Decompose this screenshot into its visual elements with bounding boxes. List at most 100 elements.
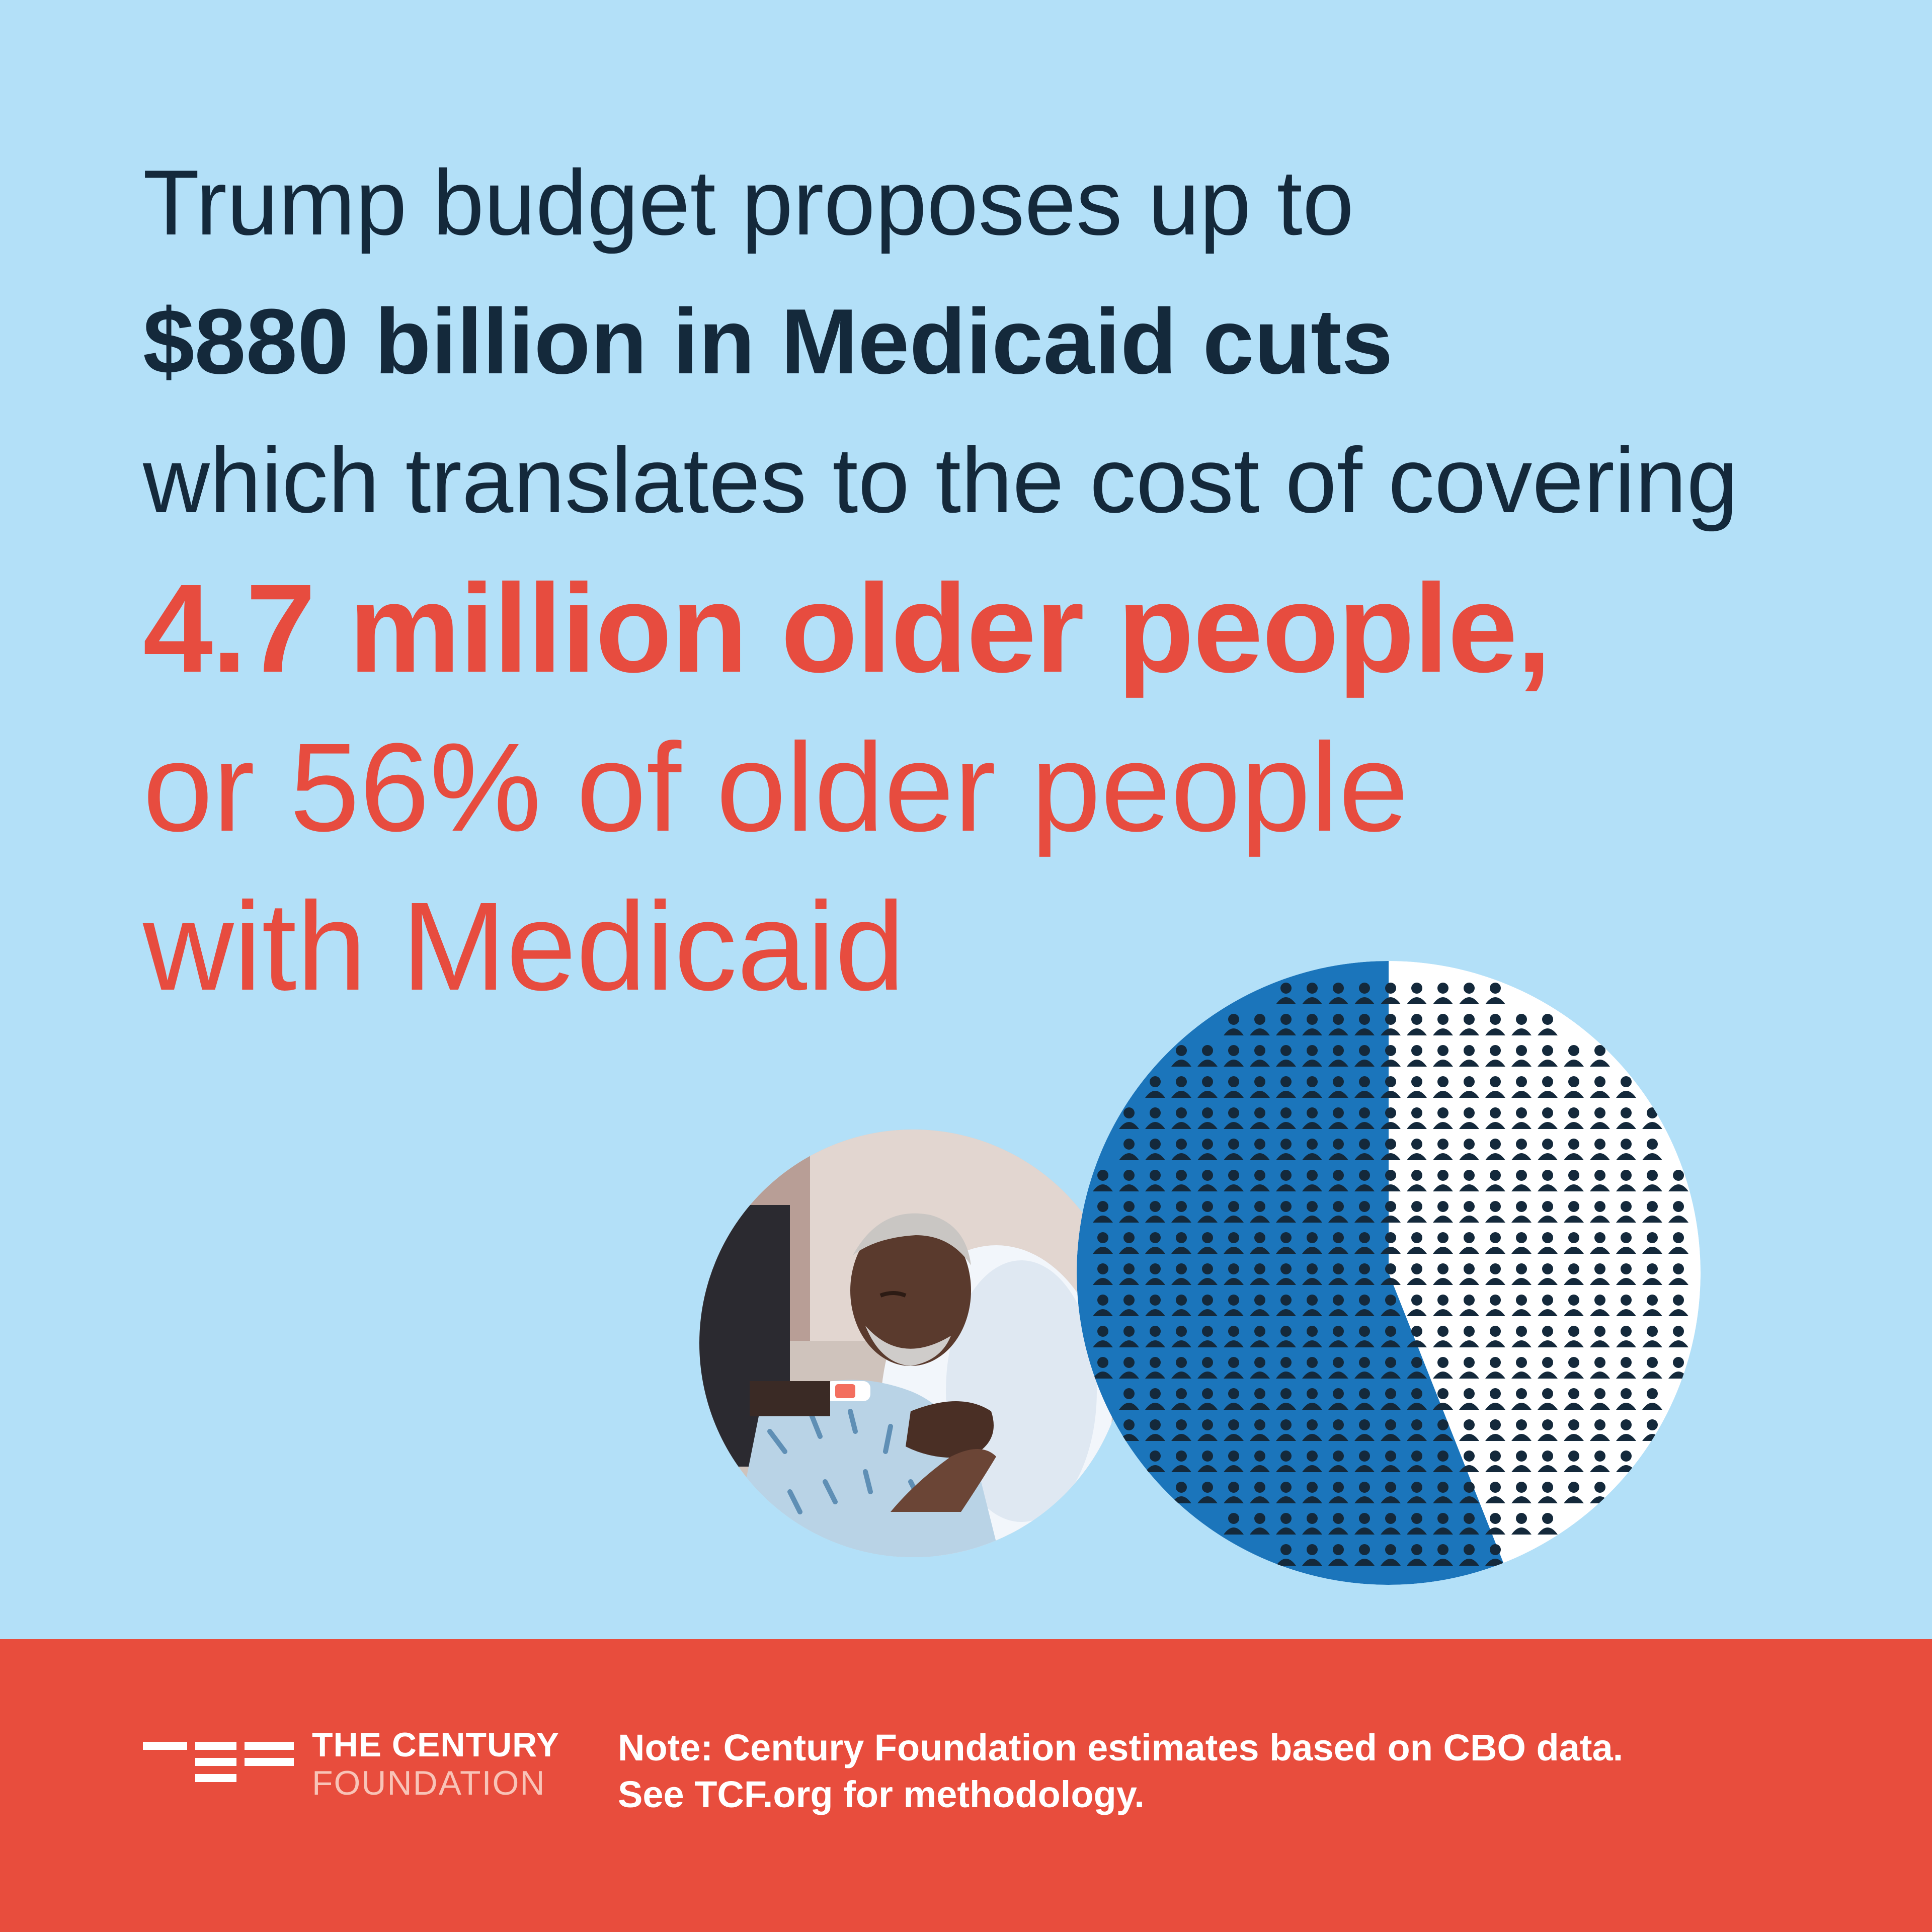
- person-icon: [1407, 1544, 1427, 1566]
- person-icon: [1328, 1544, 1348, 1566]
- person-icon: [1302, 1482, 1322, 1503]
- person-icon: [1224, 1419, 1244, 1441]
- person-icon: [1302, 1076, 1322, 1098]
- person-icon: [1224, 1357, 1244, 1379]
- person-icon: [1407, 1201, 1427, 1223]
- person-icon: [1171, 1419, 1191, 1441]
- person-icon: [1616, 1170, 1636, 1191]
- person-icon: [1328, 1388, 1348, 1410]
- person-icon: [1511, 1357, 1532, 1379]
- person-icon: [1328, 1232, 1348, 1254]
- person-icon: [1302, 1045, 1322, 1067]
- person-icon: [1485, 1139, 1505, 1160]
- person-icon: [1538, 1232, 1558, 1254]
- source-note: Note: Century Foundation estimates based…: [618, 1725, 1623, 1818]
- person-icon: [1093, 1326, 1113, 1347]
- person-icon: [1564, 1419, 1584, 1441]
- century-foundation-logo-icon: [143, 1742, 294, 1782]
- person-icon: [1328, 983, 1348, 1004]
- person-icon: [1276, 1419, 1296, 1441]
- person-icon: [1250, 1232, 1270, 1254]
- person-icon: [1224, 1388, 1244, 1410]
- person-icon: [1224, 1295, 1244, 1316]
- person-icon: [1381, 1357, 1401, 1379]
- person-icon: [1485, 1232, 1505, 1254]
- person-icon: [1538, 1513, 1558, 1535]
- person-icon: [1511, 1201, 1532, 1223]
- person-icon: [1407, 1139, 1427, 1160]
- person-icon: [1354, 1263, 1375, 1285]
- person-icon: [1328, 1357, 1348, 1379]
- person-icon: [1459, 1326, 1479, 1347]
- person-icon: [1302, 983, 1322, 1004]
- person-icon: [1197, 1107, 1218, 1129]
- person-icon: [1328, 1513, 1348, 1535]
- person-icon: [1407, 983, 1427, 1004]
- person-icon: [1119, 1170, 1139, 1191]
- person-icon: [1328, 1482, 1348, 1503]
- person-icon: [1459, 1419, 1479, 1441]
- person-icon: [1485, 1419, 1505, 1441]
- person-icon: [1145, 1295, 1165, 1316]
- person-icon: [1485, 1076, 1505, 1098]
- person-icon: [1459, 1107, 1479, 1129]
- person-icon: [1642, 1388, 1662, 1410]
- person-icon: [1302, 1139, 1322, 1160]
- person-icon: [1564, 1295, 1584, 1316]
- person-icon: [1590, 1357, 1610, 1379]
- person-icon: [1354, 1076, 1375, 1098]
- person-icon: [1616, 1357, 1636, 1379]
- person-icon: [1407, 1014, 1427, 1035]
- person-icon: [1433, 1544, 1453, 1566]
- person-icon: [1197, 1388, 1218, 1410]
- person-icon: [1616, 1263, 1636, 1285]
- person-icon: [1224, 1014, 1244, 1035]
- person-icon: [1433, 1014, 1453, 1035]
- person-icon: [1485, 1451, 1505, 1472]
- person-icon: [1668, 1263, 1688, 1285]
- person-icon: [1381, 1014, 1401, 1035]
- person-icon: [1276, 1326, 1296, 1347]
- person-icon: [1224, 1076, 1244, 1098]
- person-icon: [1538, 1357, 1558, 1379]
- person-icon: [1354, 1014, 1375, 1035]
- person-icon: [1224, 1263, 1244, 1285]
- person-icon: [1171, 1388, 1191, 1410]
- person-icon: [1328, 1201, 1348, 1223]
- person-icon: [1276, 1014, 1296, 1035]
- person-icon: [1564, 1076, 1584, 1098]
- person-icon: [1276, 1357, 1296, 1379]
- person-icon: [1590, 1295, 1610, 1316]
- person-icon: [1197, 1232, 1218, 1254]
- person-icon: [1538, 1014, 1558, 1035]
- person-icon: [1250, 1482, 1270, 1503]
- person-icon: [1224, 1513, 1244, 1535]
- headline-stat: 4.7 million older people,: [143, 558, 1552, 698]
- person-icon: [1433, 1295, 1453, 1316]
- person-icon: [1616, 1201, 1636, 1223]
- person-icon: [1511, 1388, 1532, 1410]
- person-icon: [1302, 1326, 1322, 1347]
- person-icon: [1119, 1357, 1139, 1379]
- person-icon: [1642, 1232, 1662, 1254]
- person-icon: [1381, 1544, 1401, 1566]
- person-icon: [1433, 1045, 1453, 1067]
- person-icon: [1564, 1388, 1584, 1410]
- person-icon: [1093, 1170, 1113, 1191]
- person-icon: [1433, 1326, 1453, 1347]
- person-icon: [1197, 1170, 1218, 1191]
- person-icon: [1354, 1295, 1375, 1316]
- person-icon: [1459, 1388, 1479, 1410]
- person-icon: [1328, 1295, 1348, 1316]
- source-note-line-1: Note: Century Foundation estimates based…: [618, 1727, 1624, 1768]
- person-icon: [1381, 1295, 1401, 1316]
- person-icon: [1250, 1326, 1270, 1347]
- person-icon: [1093, 1263, 1113, 1285]
- person-icon: [1171, 1232, 1191, 1254]
- person-icon: [1433, 1419, 1453, 1441]
- headline-line-1: Trump budget proposes up to: [143, 150, 1354, 254]
- person-icon: [1433, 1232, 1453, 1254]
- person-icon: [1459, 1201, 1479, 1223]
- person-icon: [1171, 1357, 1191, 1379]
